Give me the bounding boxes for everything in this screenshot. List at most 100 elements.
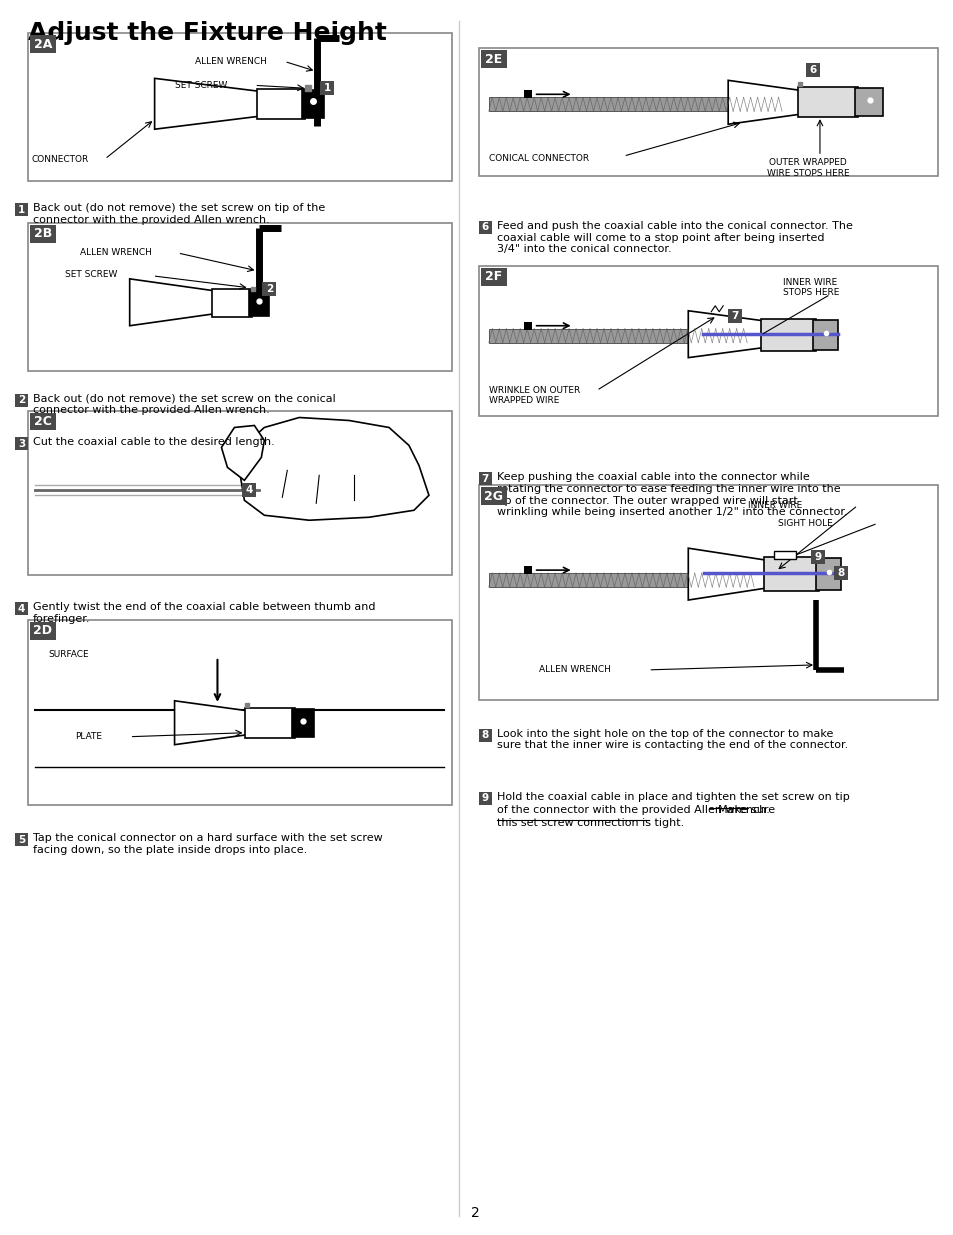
Text: 9: 9	[814, 552, 821, 562]
Text: 7: 7	[481, 474, 489, 484]
Text: 2: 2	[266, 284, 273, 294]
Text: 9: 9	[481, 793, 488, 803]
Bar	[488, 329, 742, 342]
Text: Tap the conical connector on a hard surface with the set screw
facing down, so t: Tap the conical connector on a hard surf…	[33, 834, 382, 855]
Text: 5: 5	[18, 835, 25, 845]
Text: this set screw connection is tight.: this set screw connection is tight.	[497, 818, 683, 827]
Bar	[28, 33, 452, 182]
Bar	[213, 289, 253, 316]
Text: ALLEN WRENCH: ALLEN WRENCH	[194, 57, 266, 65]
Polygon shape	[687, 548, 765, 600]
Bar	[478, 485, 937, 700]
Bar	[28, 224, 452, 370]
Bar	[15, 437, 28, 451]
Text: 8: 8	[481, 730, 488, 740]
Text: 2B: 2B	[33, 227, 52, 241]
Text: SET SCREW: SET SCREW	[65, 270, 117, 279]
Text: Cut the coaxial cable to the desired length.: Cut the coaxial cable to the desired len…	[33, 437, 274, 447]
Polygon shape	[154, 78, 259, 130]
Text: 2A: 2A	[33, 38, 52, 51]
Bar	[480, 268, 506, 285]
Bar	[478, 266, 937, 415]
Bar	[763, 557, 818, 592]
Bar	[257, 89, 305, 120]
Bar	[523, 90, 531, 99]
Bar	[30, 225, 56, 243]
Bar	[810, 550, 824, 564]
Text: 7: 7	[731, 311, 738, 321]
Text: SURFACE: SURFACE	[48, 651, 89, 659]
Bar	[812, 320, 837, 350]
Bar	[773, 551, 795, 559]
Text: 6: 6	[808, 65, 816, 75]
Text: 2D: 2D	[33, 625, 52, 637]
Text: ALLEN WRENCH: ALLEN WRENCH	[80, 248, 152, 257]
Polygon shape	[130, 279, 214, 326]
Bar	[262, 282, 276, 296]
Text: 8: 8	[837, 568, 843, 578]
Text: 4: 4	[246, 485, 253, 495]
Text: SIGHT HOLE: SIGHT HOLE	[778, 519, 832, 527]
Text: Make sure: Make sure	[717, 804, 774, 815]
Text: 4: 4	[18, 604, 25, 614]
Bar	[249, 290, 269, 316]
Text: Hold the coaxial cable in place and tighten the set screw on tip: Hold the coaxial cable in place and tigh…	[497, 792, 848, 802]
Text: 2E: 2E	[485, 53, 502, 65]
Polygon shape	[239, 417, 429, 520]
Text: PLATE: PLATE	[74, 732, 102, 741]
Text: of the connector with the provided Allen wrench.: of the connector with the provided Allen…	[497, 804, 772, 815]
Text: Back out (do not remove) the set screw on the conical
connector with the provide: Back out (do not remove) the set screw o…	[33, 394, 335, 415]
Bar	[292, 709, 314, 737]
Bar	[30, 36, 56, 53]
Bar	[523, 566, 531, 574]
Bar	[797, 88, 857, 117]
Text: CONNECTOR: CONNECTOR	[31, 154, 89, 164]
Bar	[805, 63, 819, 78]
Bar	[854, 89, 882, 116]
Bar	[302, 90, 324, 119]
Text: 2: 2	[18, 395, 25, 405]
Bar	[15, 834, 28, 846]
Bar	[478, 472, 491, 485]
Bar	[727, 309, 741, 322]
Text: Keep pushing the coaxial cable into the connector while
rotating the connector t: Keep pushing the coaxial cable into the …	[497, 472, 846, 517]
Text: INNER WIRE
STOPS HERE: INNER WIRE STOPS HERE	[782, 278, 839, 298]
Bar	[245, 708, 295, 737]
Polygon shape	[687, 311, 762, 358]
Bar	[15, 601, 28, 615]
Bar	[30, 412, 56, 431]
Bar	[28, 620, 452, 804]
Text: SET SCREW: SET SCREW	[174, 80, 227, 90]
Polygon shape	[221, 426, 264, 480]
Text: 2F: 2F	[485, 270, 502, 283]
Text: Adjust the Fixture Height: Adjust the Fixture Height	[28, 21, 386, 46]
Text: 2G: 2G	[484, 490, 503, 503]
Bar	[760, 319, 815, 351]
Bar	[478, 792, 491, 804]
Text: 1: 1	[18, 205, 25, 215]
Text: INNER WIRE: INNER WIRE	[747, 500, 801, 510]
Bar	[478, 48, 937, 177]
Bar	[480, 51, 506, 68]
Text: Back out (do not remove) the set screw on tip of the
connector with the provided: Back out (do not remove) the set screw o…	[33, 203, 325, 225]
Bar	[15, 203, 28, 216]
Bar	[30, 622, 56, 640]
Bar	[480, 488, 506, 505]
Text: 6: 6	[481, 222, 488, 232]
Text: Look into the sight hole on the top of the connector to make
sure that the inner: Look into the sight hole on the top of t…	[497, 729, 847, 751]
Bar	[478, 221, 491, 233]
Polygon shape	[174, 700, 247, 745]
Text: WRINKLE ON OUTER
WRAPPED WIRE: WRINKLE ON OUTER WRAPPED WIRE	[488, 385, 579, 405]
Text: 2C: 2C	[34, 415, 51, 429]
Text: 2: 2	[471, 1205, 479, 1219]
Bar	[28, 410, 452, 576]
Bar	[242, 483, 256, 498]
Bar	[320, 82, 334, 95]
Text: ALLEN WRENCH: ALLEN WRENCH	[538, 666, 610, 674]
Polygon shape	[727, 80, 800, 125]
Bar	[488, 98, 778, 111]
Bar	[488, 573, 752, 587]
Text: OUTER WRAPPED
WIRE STOPS HERE: OUTER WRAPPED WIRE STOPS HERE	[766, 158, 848, 178]
Text: CONICAL CONNECTOR: CONICAL CONNECTOR	[488, 153, 588, 163]
Bar	[523, 322, 531, 330]
